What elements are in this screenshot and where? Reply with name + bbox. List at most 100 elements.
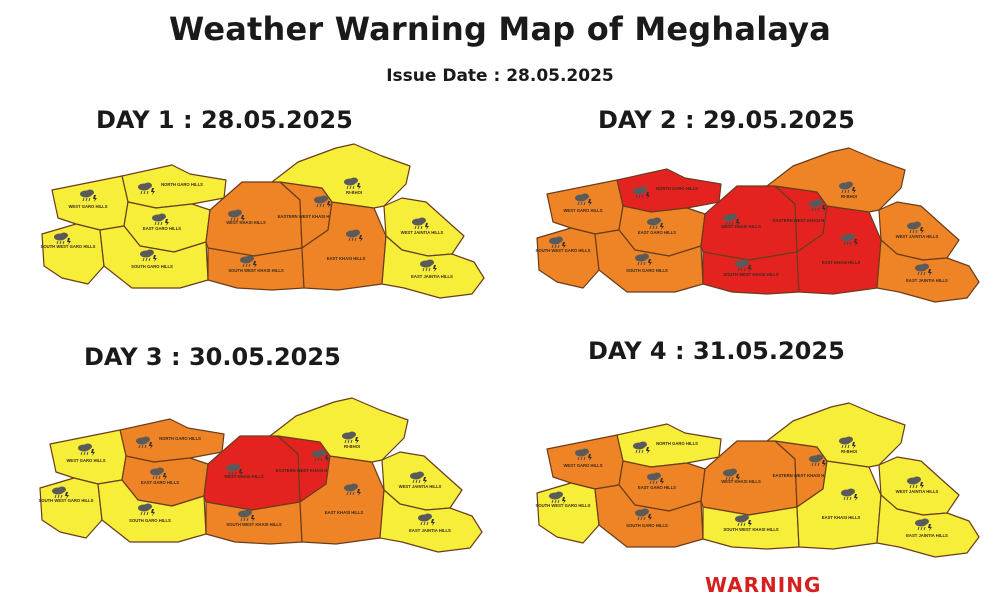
district-label: EAST GARO HILLS [143,226,181,231]
district-label: EAST KHASI HILLS [822,515,861,520]
day-1-label: DAY 1 : 28.05.2025 [96,106,353,134]
district-label: EASTERN WEST KHASI HILLS [773,473,834,478]
district-east-garo: EAST GARO HILLS [618,205,706,257]
district-area [205,501,303,545]
district-area [766,402,906,468]
issue-date: Issue Date : 28.05.2025 [386,66,614,86]
district-label: SOUTH WEST KHASI HILLS [228,268,284,273]
district-west-garo: WEST GARO HILLS [546,434,624,490]
day-3-map: NORTH GARO HILLS WEST GARO HILLS SOUTH WES… [30,392,490,562]
thunderstorm-icon [342,431,359,444]
thunderstorm-icon [228,209,245,222]
day-4-label: DAY 4 : 31.05.2025 [588,337,845,365]
thunderstorm-icon [412,217,429,230]
district-label: SOUTH WEST GARO HILLS [536,248,591,253]
thunderstorm-icon [809,454,826,467]
day-3-label: DAY 3 : 30.05.2025 [84,343,341,371]
thunderstorm-icon [136,436,153,449]
thunderstorm-icon [841,488,858,501]
district-area [39,477,103,539]
thunderstorm-icon [410,471,427,484]
district-label: SOUTH GARO HILLS [626,523,668,528]
district-area [51,175,129,231]
district-label: SOUTH WEST KHASI HILLS [226,522,282,527]
meghalaya-district-map: NORTH GARO HILLS WEST GARO HILLS SOUTH WES… [536,147,980,303]
district-label: SOUTH WEST GARO HILLS [41,244,96,249]
district-label: RI-BHOI [841,449,857,454]
district-label: WEST KHASI HILLS [226,220,266,225]
district-label: EAST GARO HILLS [141,480,179,485]
district-east-jaintia: EAST JAINTIA HILLS [876,494,980,558]
district-south-garo: SOUTH GARO HILLS [594,229,704,293]
district-ri-bhoi: RI-BHOI [766,402,906,468]
district-label: SOUTH GARO HILLS [626,268,668,273]
meghalaya-district-map: NORTH GARO HILLS WEST GARO HILLS SOUTH WES… [536,402,980,558]
district-south-west-garo: SOUTH WEST GARO HILLS [41,223,105,285]
district-north-garo: NORTH GARO HILLS [121,164,227,209]
district-west-jaintia: WEST JAINTIA HILLS [878,456,960,516]
district-label: WEST JAINTIA HILLS [399,484,442,489]
district-area [702,506,800,550]
district-area [876,239,980,303]
thunderstorm-icon [635,508,652,521]
thunderstorm-icon [635,253,652,266]
thunderstorm-icon [907,476,924,489]
thunderstorm-icon [138,503,155,516]
thunderstorm-icon [140,249,157,262]
district-label: SOUTH GARO HILLS [131,264,173,269]
day-2-map: NORTH GARO HILLS WEST GARO HILLS SOUTH WES… [527,142,987,312]
district-label: WEST GARO HILLS [563,463,602,468]
district-area [766,147,906,213]
thunderstorm-icon [54,232,71,245]
thunderstorm-icon [312,449,329,462]
thunderstorm-icon [549,491,566,504]
district-area [536,227,600,289]
district-area [41,223,105,285]
district-area [536,482,600,544]
district-label: NORTH GARO HILLS [159,436,201,441]
district-label: NORTH GARO HILLS [161,182,203,187]
page-title: Weather Warning Map of Meghalaya [168,10,832,48]
thunderstorm-icon [735,259,752,272]
thunderstorm-icon [907,221,924,234]
district-label: EAST KHASI HILLS [822,260,861,265]
district-area [546,434,624,490]
thunderstorm-icon [52,486,69,499]
district-west-jaintia: WEST JAINTIA HILLS [383,197,465,257]
thunderstorm-icon [809,199,826,212]
district-south-west-khasi: SOUTH WEST KHASI HILLS [205,501,303,545]
day-4-map: NORTH GARO HILLS WEST GARO HILLS SOUTH WES… [527,397,987,567]
thunderstorm-icon [420,259,437,272]
district-area [379,489,483,553]
district-label: NORTH GARO HILLS [656,186,698,191]
district-label: RI-BHOI [344,444,360,449]
thunderstorm-icon [418,513,435,526]
district-south-garo: SOUTH GARO HILLS [97,479,207,543]
thunderstorm-icon [344,177,361,190]
district-label: NORTH GARO HILLS [656,441,698,446]
district-west-garo: WEST GARO HILLS [49,429,127,485]
thunderstorm-icon [735,514,752,527]
district-label: WEST GARO HILLS [563,208,602,213]
district-north-garo: NORTH GARO HILLS [616,423,722,468]
thunderstorm-icon [238,509,255,522]
district-label: EAST JAINTIA HILLS [906,533,948,538]
district-label: WEST KHASI HILLS [721,479,761,484]
district-label: WEST JAINTIA HILLS [401,230,444,235]
district-label: WEST JAINTIA HILLS [896,489,939,494]
thunderstorm-icon [633,186,650,199]
district-label: RI-BHOI [841,194,857,199]
district-south-garo: SOUTH GARO HILLS [99,225,209,289]
thunderstorm-icon [723,213,740,226]
thunderstorm-icon [841,233,858,246]
thunderstorm-icon [549,236,566,249]
district-north-garo: NORTH GARO HILLS [616,168,722,213]
thunderstorm-icon [152,213,169,226]
district-label: EAST JAINTIA HILLS [411,274,453,279]
district-south-west-garo: SOUTH WEST GARO HILLS [536,482,600,544]
district-label: EAST GARO HILLS [638,230,676,235]
thunderstorm-icon [839,181,856,194]
district-label: EAST GARO HILLS [638,485,676,490]
thunderstorm-icon [240,255,257,268]
thunderstorm-icon [915,518,932,531]
